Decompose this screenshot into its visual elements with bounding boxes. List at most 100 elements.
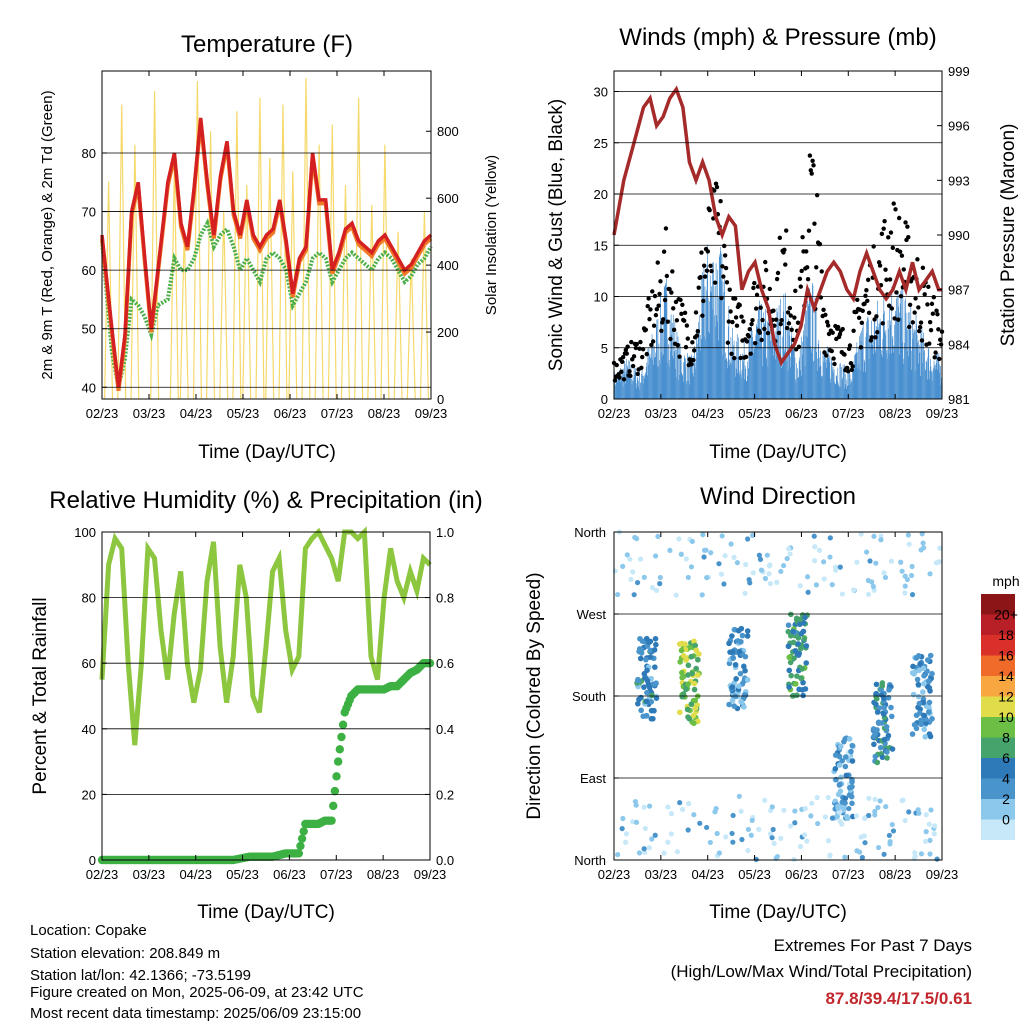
gust-point <box>759 337 764 343</box>
y-tick-label: 80 <box>82 146 96 161</box>
x-tick-label: 09/23 <box>415 406 448 421</box>
x-tick-label: 04/23 <box>691 406 724 421</box>
direction-point <box>837 564 843 570</box>
wind-direction-xlabel: Time (Day/UTC) <box>709 902 847 923</box>
gust-point <box>896 317 901 322</box>
direction-point <box>716 561 722 567</box>
gust-point <box>884 277 889 282</box>
gust-point <box>734 323 740 328</box>
direction-point <box>932 823 938 829</box>
direction-point <box>766 571 772 577</box>
direction-point <box>688 564 695 570</box>
y-tick-label: 984 <box>948 337 970 352</box>
gust-point <box>777 235 783 241</box>
direction-point <box>684 706 691 713</box>
direction-point <box>731 554 737 560</box>
precip-point <box>338 720 348 729</box>
solar-spike <box>117 104 127 400</box>
direction-point <box>646 845 652 851</box>
direction-point <box>921 726 927 733</box>
direction-point <box>764 552 770 558</box>
direction-point <box>637 635 643 642</box>
direction-point <box>916 700 923 707</box>
direction-point <box>691 686 698 693</box>
gust-point <box>671 306 676 311</box>
direction-point <box>835 805 841 811</box>
direction-point <box>652 635 659 642</box>
humidity-x-ticks: 02/23 03/23 04/23 05/23 06/23 07/23 08/23 09/23 <box>86 532 446 882</box>
gust-point <box>741 319 746 324</box>
direction-point <box>729 697 736 704</box>
direction-point <box>923 838 929 844</box>
direction-point <box>842 795 849 802</box>
direction-point <box>640 713 646 720</box>
direction-point <box>923 812 929 818</box>
direction-point <box>739 632 746 639</box>
direction-point <box>652 664 658 670</box>
direction-point <box>899 568 905 574</box>
direction-point <box>628 576 634 582</box>
colorbar-swatch <box>981 819 1015 840</box>
gust-point <box>918 320 924 325</box>
gust-point <box>754 292 760 298</box>
direction-point <box>741 663 747 670</box>
direction-point <box>631 592 637 598</box>
gust-point <box>922 292 927 297</box>
gust-point <box>886 235 891 240</box>
y-tick-label: 40 <box>82 722 96 737</box>
gust-point <box>937 337 943 342</box>
direction-point <box>692 697 699 704</box>
gust-point <box>913 296 918 301</box>
direction-point <box>924 657 931 663</box>
direction-point <box>641 684 647 690</box>
precip-point <box>296 841 305 851</box>
humidity-panel: Relative Humidity (%) & Precipitation (i… <box>30 487 483 923</box>
direction-point <box>686 801 692 807</box>
gust-point <box>883 267 888 272</box>
direction-point <box>923 829 929 835</box>
direction-point <box>774 579 780 586</box>
colorbar-label: 18 <box>998 627 1014 643</box>
direction-point <box>651 707 657 714</box>
direction-point <box>839 758 845 764</box>
precip-point <box>297 834 307 843</box>
y-tick-label: 5 <box>601 341 608 356</box>
direction-point <box>928 807 934 813</box>
direction-point <box>846 736 853 742</box>
direction-point <box>873 681 880 688</box>
direction-point <box>729 633 735 639</box>
y-tick-label: 0.4 <box>436 722 454 737</box>
gust-point <box>718 199 723 204</box>
x-tick-label: 07/23 <box>320 867 353 882</box>
direction-point <box>829 815 836 821</box>
gust-point <box>743 354 749 360</box>
gust-point <box>732 296 738 301</box>
direction-point <box>829 582 835 588</box>
direction-point <box>886 832 892 839</box>
direction-point <box>651 647 658 653</box>
gust-point <box>763 259 768 265</box>
gust-point <box>689 362 694 367</box>
gust-point <box>691 348 697 353</box>
y-tick-label: 0.8 <box>436 591 454 606</box>
precip-point <box>329 801 338 811</box>
direction-point <box>873 560 879 566</box>
direction-point <box>875 719 882 726</box>
direction-point <box>827 853 833 859</box>
gust-point <box>667 287 672 292</box>
gust-point <box>779 317 784 323</box>
colorbar-swatch <box>981 778 1015 799</box>
direction-point <box>657 574 663 581</box>
gust-point <box>849 367 854 373</box>
gust-point <box>630 363 636 369</box>
gust-point <box>925 302 930 307</box>
direction-point <box>805 589 811 595</box>
direction-point <box>714 830 720 837</box>
direction-point <box>821 576 827 582</box>
direction-point <box>733 676 739 682</box>
direction-point <box>685 574 691 581</box>
x-tick-label: 03/23 <box>133 406 166 421</box>
direction-point <box>668 811 675 817</box>
direction-point <box>884 755 890 761</box>
direction-point <box>641 804 647 810</box>
